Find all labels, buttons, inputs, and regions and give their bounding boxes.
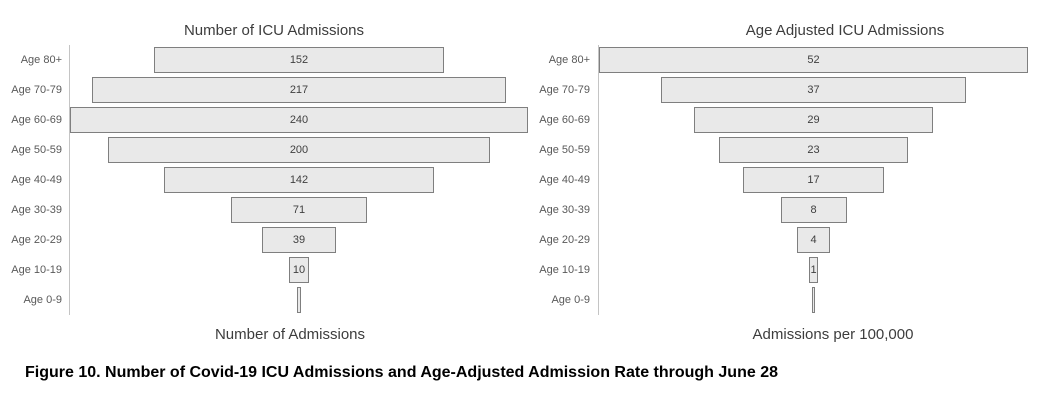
bar-age-0-9: [812, 287, 815, 313]
category-label-age-60-69: Age 60-69: [11, 114, 62, 126]
category-label-age-70-79: Age 70-79: [11, 84, 62, 96]
bar-row-age-60-69: 240: [70, 105, 528, 135]
category-label-age-20-29: Age 20-29: [11, 234, 62, 246]
bar-row-age-0-9: [70, 285, 528, 315]
category-label-age-50-59: Age 50-59: [539, 144, 590, 156]
bar-age-60-69: 240: [70, 107, 528, 133]
left-chart-category-axis: Age 80+ Age 70-79 Age 60-69 Age 50-59 Age 40…: [0, 45, 62, 315]
bar-row-age-70-79: 37: [599, 75, 1028, 105]
right-chart-plot-area: 52 37 29 23 17 8 4 1: [598, 45, 1028, 315]
left-chart-x-axis-label: Number of Admissions: [214, 326, 366, 343]
bar-row-age-40-49: 142: [70, 165, 528, 195]
figure-caption: Figure 10. Number of Covid-19 ICU Admiss…: [25, 364, 778, 381]
bar-age-50-59: 23: [718, 137, 909, 163]
bar-age-70-79: 217: [91, 77, 507, 103]
bar-row-age-40-49: 17: [599, 165, 1028, 195]
bar-age-40-49: 142: [163, 167, 435, 193]
bar-age-70-79: 37: [660, 77, 967, 103]
bar-age-80: 152: [153, 47, 445, 73]
bar-age-50-59: 200: [108, 137, 490, 163]
bar-row-age-20-29: 39: [70, 225, 528, 255]
category-label-age-10-19: Age 10-19: [11, 264, 62, 276]
bar-age-20-29: 39: [261, 227, 337, 253]
bar-age-30-39: 71: [231, 197, 367, 223]
bar-row-age-10-19: 1: [599, 255, 1028, 285]
bar-age-10-19: 1: [809, 257, 818, 283]
category-label-age-30-39: Age 30-39: [11, 204, 62, 216]
bar-age-60-69: 29: [693, 107, 934, 133]
bar-row-age-50-59: 200: [70, 135, 528, 165]
category-label-age-30-39: Age 30-39: [539, 204, 590, 216]
category-label-age-60-69: Age 60-69: [539, 114, 590, 126]
bar-age-0-9: [297, 287, 301, 313]
bar-age-10-19: 10: [289, 257, 309, 283]
bar-age-80: 52: [599, 47, 1028, 73]
category-label-age-80: Age 80+: [548, 54, 590, 66]
bar-row-age-80: 52: [599, 45, 1028, 75]
category-label-age-20-29: Age 20-29: [539, 234, 590, 246]
bar-age-20-29: 4: [797, 227, 830, 253]
category-label-age-50-59: Age 50-59: [11, 144, 62, 156]
bar-row-age-30-39: 71: [70, 195, 528, 225]
category-label-age-40-49: Age 40-49: [539, 174, 590, 186]
right-chart-category-axis: Age 80+ Age 70-79 Age 60-69 Age 50-59 Age 40…: [523, 45, 590, 315]
bar-row-age-30-39: 8: [599, 195, 1028, 225]
category-label-age-10-19: Age 10-19: [539, 264, 590, 276]
right-chart-title: Age Adjusted ICU Admissions: [745, 22, 945, 39]
category-label-age-40-49: Age 40-49: [11, 174, 62, 186]
bar-row-age-10-19: 10: [70, 255, 528, 285]
right-chart-x-axis-label: Admissions per 100,000: [752, 326, 914, 343]
bar-row-age-80: 152: [70, 45, 528, 75]
bar-row-age-0-9: [599, 285, 1028, 315]
category-label-age-0-9: Age 0-9: [23, 294, 62, 306]
bar-row-age-60-69: 29: [599, 105, 1028, 135]
bar-row-age-50-59: 23: [599, 135, 1028, 165]
left-chart-plot-area: 152 217 240 200 142 71 39 10: [69, 45, 528, 315]
bar-age-30-39: 8: [780, 197, 847, 223]
category-label-age-70-79: Age 70-79: [539, 84, 590, 96]
bar-row-age-70-79: 217: [70, 75, 528, 105]
bar-age-40-49: 17: [743, 167, 884, 193]
category-label-age-80: Age 80+: [20, 54, 62, 66]
category-label-age-0-9: Age 0-9: [551, 294, 590, 306]
bar-row-age-20-29: 4: [599, 225, 1028, 255]
left-chart-title: Number of ICU Admissions: [183, 22, 365, 39]
